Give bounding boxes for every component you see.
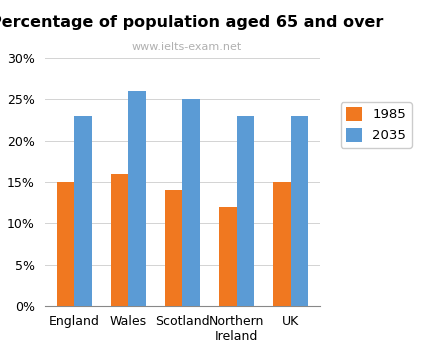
Bar: [57, 182, 74, 306]
Bar: [129, 91, 146, 306]
Bar: [236, 116, 254, 306]
Text: Percentage of population aged 65 and over: Percentage of population aged 65 and ove…: [0, 15, 384, 29]
Bar: [219, 207, 236, 306]
Bar: [273, 182, 291, 306]
Legend: 1985, 2035: 1985, 2035: [341, 102, 412, 147]
Text: www.ielts-exam.net: www.ielts-exam.net: [132, 42, 242, 52]
Bar: [182, 99, 200, 306]
Bar: [291, 116, 308, 306]
Bar: [74, 116, 92, 306]
Bar: [111, 174, 129, 306]
Bar: [165, 190, 182, 306]
